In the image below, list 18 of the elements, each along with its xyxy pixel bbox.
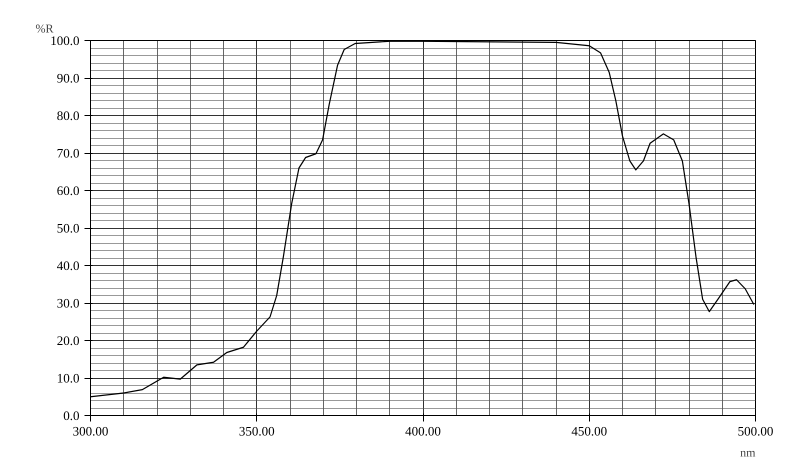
y-tick-label: 40.0	[56, 258, 80, 273]
y-tick-label: 90.0	[56, 70, 80, 86]
y-axis-title: %R	[36, 22, 54, 36]
y-tick-label: 70.0	[56, 146, 80, 160]
x-tick-label: 350.00	[238, 424, 275, 438]
y-tick-label: 30.0	[56, 296, 80, 310]
x-tick-label: 500.00	[738, 424, 774, 438]
y-tick-label: 20.0	[56, 333, 80, 348]
x-axis-title: nm	[740, 446, 756, 460]
y-tick-label: 0.0	[63, 408, 80, 423]
y-tick-label: 60.0	[56, 183, 80, 198]
x-tick-label: 450.00	[571, 424, 608, 438]
x-tick-label: 400.00	[405, 424, 441, 438]
x-tick-label: 300.00	[72, 424, 108, 438]
y-tick-label: 10.0	[56, 370, 80, 386]
y-tick-label: 50.0	[56, 220, 80, 236]
y-tick-label: 100.0	[50, 33, 80, 48]
y-tick-label: 80.0	[56, 108, 80, 123]
